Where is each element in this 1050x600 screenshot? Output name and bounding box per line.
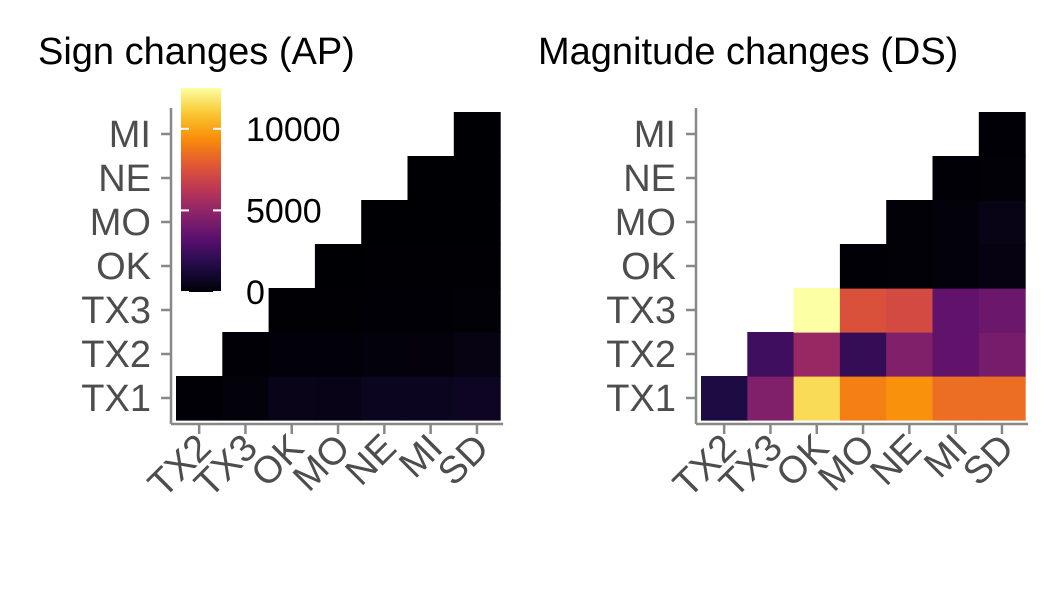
panel-magnitude-changes: Magnitude changes (DS) TX1TX2TX3OKMONEMI… [538,31,1029,506]
heatmap-cell [978,288,1026,333]
heatmap-cell [361,288,409,333]
heatmap-cell [932,200,980,245]
heatmap-cell [886,244,934,289]
y-tick-label: OK [621,246,676,288]
y-tick-label: NE [98,158,151,200]
heatmap-cell [978,112,1026,157]
heatmap-cell [407,332,455,377]
heatmap-cell [793,288,841,333]
heatmap-cell [407,376,455,421]
heatmap-cell [932,376,980,421]
y-tick-label: OK [96,246,151,288]
y-tick-label: TX3 [81,290,151,332]
heatmap-cell [222,332,270,377]
heatmap-cell [978,332,1026,377]
heatmap-cell [314,244,362,289]
heatmap-cell [453,332,501,377]
heatmap-cell [361,332,409,377]
heatmap-cell [314,288,362,333]
heatmap-cell [839,376,887,421]
colorbar-tick-label: 10000 [246,111,341,149]
y-tick-label: MO [90,202,151,244]
heatmap-cell [314,332,362,377]
heatmap-cell [268,332,316,377]
heatmap-cell [978,156,1026,201]
heatmap-cell [268,288,316,333]
heatmap-cell [793,376,841,421]
heatmap-cell [978,244,1026,289]
heatmap-cell [932,156,980,201]
y-tick-label: TX2 [606,334,676,376]
y-tick-label: TX2 [81,334,151,376]
heatmap-cells-sign-changes [176,112,501,421]
colorbar-tick-label: 0 [246,274,265,312]
x-tick-label: SD [955,427,1022,494]
heatmap-cell [932,244,980,289]
y-tick-label: MI [109,114,151,156]
heatmap-cell [453,376,501,421]
heatmap-cell [361,244,409,289]
colorbar-tick-label: 5000 [246,192,322,230]
y-tick-label: MI [634,114,676,156]
y-tick-label: TX1 [81,378,151,420]
panel-title-sign-changes: Sign changes (AP) [38,31,355,73]
heatmap-cell [453,156,501,201]
y-tick-label: MO [615,202,676,244]
heatmap-cell [407,200,455,245]
heatmap-cells-magnitude-changes [701,112,1026,421]
heatmap-cell [978,376,1026,421]
heatmap-cell [407,288,455,333]
heatmap-cell [886,288,934,333]
panel-sign-changes: Sign changes (AP) TX1TX2TX3OKMONEMITX2TX… [38,31,504,506]
heatmap-cell [176,376,223,421]
heatmap-cell [839,332,887,377]
y-tick-label: TX1 [606,378,676,420]
heatmap-cell [839,288,887,333]
heatmap-cell [361,376,409,421]
heatmap-cell [932,332,980,377]
heatmap-cell [886,200,934,245]
heatmap-cell [361,200,409,245]
heatmap-cell [453,200,501,245]
colorbar [181,88,221,292]
heatmap-cell [932,288,980,333]
heatmap-cell [453,112,501,157]
heatmap-cell [407,244,455,289]
y-tick-label: TX3 [606,290,676,332]
panel-title-magnitude-changes: Magnitude changes (DS) [538,31,958,73]
heatmap-cell [701,376,748,421]
y-tick-label: NE [623,158,676,200]
heatmap-cell [886,376,934,421]
heatmap-cell [839,244,887,289]
heatmap-cell [747,332,795,377]
colorbar-legend: 0 5000 10000 [181,88,341,312]
heatmap-cell [886,332,934,377]
heatmap-cell [314,376,362,421]
heatmap-cell [793,332,841,377]
heatmap-cell [268,376,316,421]
heatmap-cell [747,376,795,421]
heatmap-cell [453,244,501,289]
heatmap-cell [978,200,1026,245]
heatmap-cell [407,156,455,201]
heatmap-cell [222,376,270,421]
heatmap-cell [453,288,501,333]
x-tick-label: SD [430,427,497,494]
